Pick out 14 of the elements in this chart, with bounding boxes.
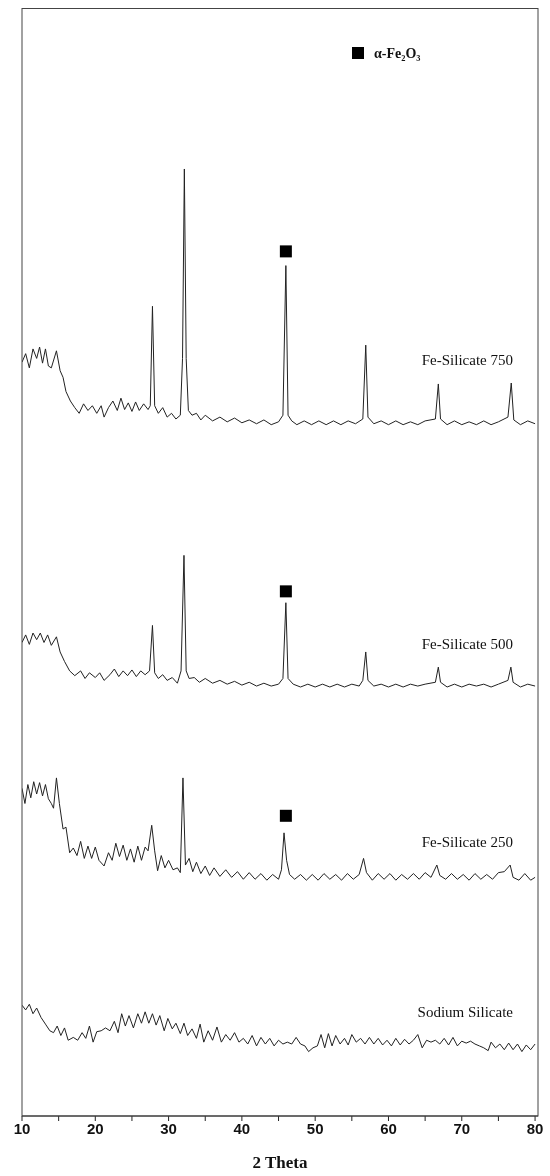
x-tick-label: 30 — [160, 1119, 177, 1137]
x-tick-label: 70 — [453, 1119, 471, 1137]
x-tick-label: 50 — [306, 1119, 324, 1137]
series-label: Fe-Silicate 500 — [421, 636, 513, 653]
x-tick-label: 10 — [13, 1119, 31, 1137]
series-label: Fe-Silicate 750 — [421, 352, 513, 369]
series-label: Fe-Silicate 250 — [421, 834, 513, 851]
x-tick-label: 80 — [526, 1119, 544, 1137]
x-tick-label: 60 — [380, 1119, 397, 1137]
legend-label: α-Fe₂O₃ — [374, 46, 421, 61]
series-label: Sodium Silicate — [417, 1003, 514, 1020]
x-axis-title: 2 Theta — [252, 1153, 308, 1172]
x-tick-label: 40 — [233, 1119, 251, 1137]
x-tick-label: 20 — [86, 1119, 104, 1137]
